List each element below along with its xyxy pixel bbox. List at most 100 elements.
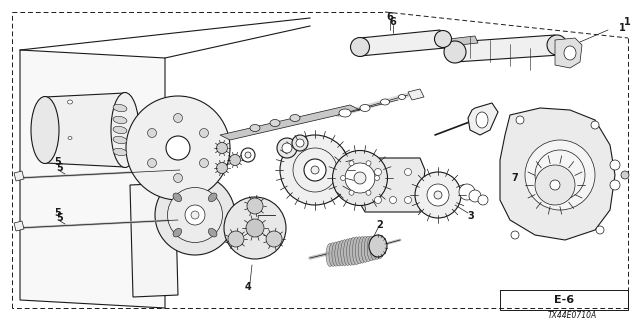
Ellipse shape <box>329 243 337 266</box>
Polygon shape <box>130 183 178 297</box>
Ellipse shape <box>147 129 157 138</box>
Ellipse shape <box>338 240 346 266</box>
Ellipse shape <box>370 236 378 260</box>
Ellipse shape <box>369 235 387 257</box>
Ellipse shape <box>173 193 182 202</box>
Ellipse shape <box>366 190 371 195</box>
Ellipse shape <box>340 240 349 266</box>
Text: 5: 5 <box>56 213 63 223</box>
Ellipse shape <box>277 138 297 158</box>
Ellipse shape <box>340 175 346 180</box>
Text: E-6: E-6 <box>554 295 574 305</box>
Ellipse shape <box>333 150 387 205</box>
Ellipse shape <box>326 244 334 267</box>
Ellipse shape <box>444 41 466 63</box>
Ellipse shape <box>335 241 343 266</box>
Ellipse shape <box>476 112 488 128</box>
Ellipse shape <box>200 158 209 167</box>
Ellipse shape <box>564 46 576 60</box>
Ellipse shape <box>351 37 369 57</box>
Polygon shape <box>408 89 424 100</box>
Ellipse shape <box>516 116 524 124</box>
Ellipse shape <box>173 173 182 182</box>
Text: 2: 2 <box>376 220 383 230</box>
Ellipse shape <box>113 126 127 134</box>
Ellipse shape <box>596 226 604 234</box>
Polygon shape <box>500 108 615 240</box>
Ellipse shape <box>415 172 461 218</box>
Ellipse shape <box>459 184 475 200</box>
Ellipse shape <box>280 135 350 205</box>
Ellipse shape <box>525 140 595 210</box>
Ellipse shape <box>374 196 381 204</box>
Polygon shape <box>358 158 425 212</box>
Ellipse shape <box>67 100 72 104</box>
Text: 7: 7 <box>511 173 518 183</box>
Ellipse shape <box>610 160 620 170</box>
Ellipse shape <box>362 236 369 262</box>
Text: 5: 5 <box>56 163 63 173</box>
Text: 6: 6 <box>387 12 394 22</box>
Ellipse shape <box>200 129 209 138</box>
Polygon shape <box>45 93 125 167</box>
Ellipse shape <box>126 96 230 200</box>
Ellipse shape <box>547 35 567 55</box>
Ellipse shape <box>345 163 375 193</box>
Ellipse shape <box>355 237 364 264</box>
Ellipse shape <box>390 196 397 204</box>
Ellipse shape <box>290 115 300 122</box>
Ellipse shape <box>266 231 282 247</box>
Ellipse shape <box>354 172 366 184</box>
Ellipse shape <box>610 180 620 190</box>
Ellipse shape <box>332 242 340 266</box>
Ellipse shape <box>113 136 127 144</box>
Ellipse shape <box>360 105 370 111</box>
Ellipse shape <box>311 166 319 174</box>
Ellipse shape <box>166 136 190 160</box>
Polygon shape <box>14 171 24 181</box>
Ellipse shape <box>535 150 585 200</box>
Ellipse shape <box>511 231 519 239</box>
Ellipse shape <box>347 238 355 265</box>
Ellipse shape <box>155 175 235 255</box>
Ellipse shape <box>591 121 599 129</box>
Polygon shape <box>555 38 582 68</box>
Ellipse shape <box>185 205 205 225</box>
Ellipse shape <box>68 137 72 140</box>
Polygon shape <box>468 103 498 135</box>
Ellipse shape <box>245 152 251 158</box>
Ellipse shape <box>224 197 286 259</box>
Ellipse shape <box>435 30 451 47</box>
Ellipse shape <box>168 188 223 243</box>
Ellipse shape <box>374 169 381 175</box>
Text: 5: 5 <box>54 208 61 218</box>
Polygon shape <box>20 50 165 308</box>
Ellipse shape <box>293 148 337 192</box>
Ellipse shape <box>209 228 217 237</box>
Ellipse shape <box>113 148 127 156</box>
Ellipse shape <box>550 180 560 190</box>
Ellipse shape <box>344 239 351 266</box>
Ellipse shape <box>247 198 263 214</box>
Ellipse shape <box>399 94 406 100</box>
Text: 3: 3 <box>468 211 474 221</box>
Ellipse shape <box>621 171 629 179</box>
Text: TX44E0710A: TX44E0710A <box>547 311 596 320</box>
Ellipse shape <box>191 211 199 219</box>
Ellipse shape <box>353 237 360 265</box>
Polygon shape <box>360 30 445 56</box>
Ellipse shape <box>173 228 182 237</box>
Ellipse shape <box>246 219 264 237</box>
Ellipse shape <box>296 139 304 147</box>
Ellipse shape <box>228 231 244 247</box>
Ellipse shape <box>113 116 127 124</box>
Ellipse shape <box>113 104 127 112</box>
Ellipse shape <box>349 161 354 166</box>
Ellipse shape <box>241 148 255 162</box>
Polygon shape <box>14 221 24 231</box>
Ellipse shape <box>404 169 412 175</box>
Ellipse shape <box>209 193 217 202</box>
Ellipse shape <box>358 236 366 263</box>
Polygon shape <box>220 105 360 140</box>
Ellipse shape <box>270 119 280 126</box>
